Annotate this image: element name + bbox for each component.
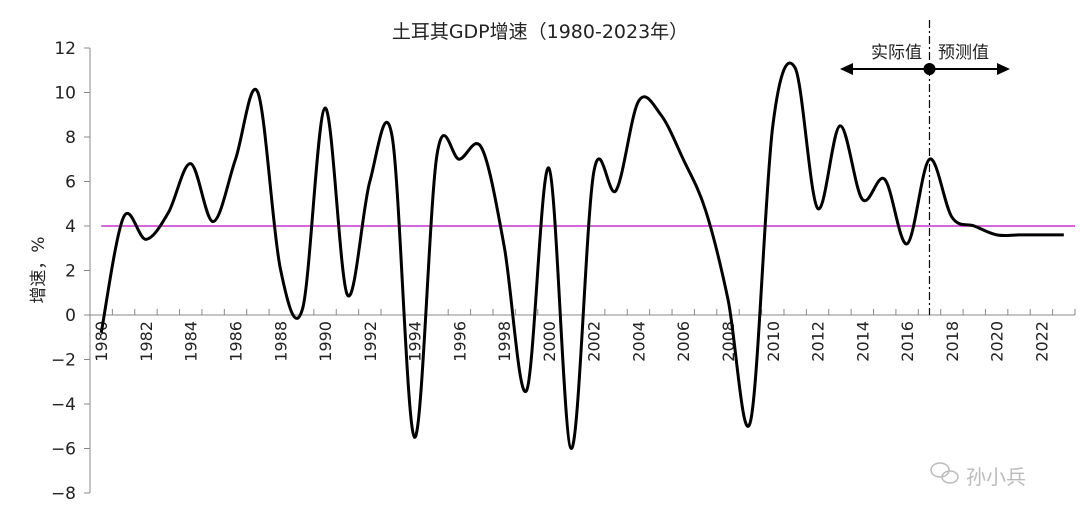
x-tick-label: 2006	[674, 321, 693, 362]
y-tick-label: −6	[51, 440, 76, 460]
x-tick-label: 1988	[271, 321, 290, 362]
x-tick-label: 2014	[853, 321, 872, 362]
x-tick-label: 1986	[227, 321, 246, 362]
y-tick-label: 12	[54, 39, 76, 59]
y-axis: −8 −6 −4 −2 0 2 4 6 8 10 12	[51, 39, 91, 504]
x-tick-label: 1992	[361, 321, 380, 362]
x-tick-label: 2022	[1032, 321, 1051, 362]
y-tick-label: −2	[51, 351, 76, 371]
x-tick-label: 2002	[585, 321, 604, 362]
x-tick-label: 2000	[540, 321, 559, 362]
x-tick-label: 2016	[898, 321, 917, 362]
actual-label: 实际值	[871, 43, 922, 63]
y-tick-label: 10	[54, 84, 76, 104]
y-tick-label: 6	[65, 173, 76, 193]
watermark: 孙小兵	[930, 462, 1026, 489]
x-tick-label: 2010	[764, 321, 783, 362]
watermark-text: 孙小兵	[966, 465, 1026, 489]
divider-dot	[923, 63, 936, 75]
series-group	[99, 61, 1064, 451]
y-tick-label: −4	[51, 395, 76, 415]
arrow-right-icon	[997, 63, 1010, 75]
x-tick-label: 1984	[182, 321, 201, 362]
y-tick-label: −8	[51, 484, 76, 504]
y-tick-label: 4	[65, 217, 76, 237]
y-axis-label: 增速，%	[29, 236, 49, 303]
x-tick-label: 2020	[988, 321, 1007, 362]
chart-title: 土耳其GDP增速（1980-2023年）	[392, 21, 688, 43]
x-tick-label: 2018	[943, 321, 962, 362]
actual-forecast-divider: 实际值 预测值	[840, 20, 1010, 315]
x-tick-label: 1982	[137, 321, 156, 362]
x-tick-label: 1990	[316, 321, 335, 362]
arrow-left-icon	[840, 63, 853, 75]
x-tick-label: 1998	[495, 321, 514, 362]
y-tick-label: 2	[65, 262, 76, 282]
y-tick-label: 0	[65, 306, 76, 326]
x-tick-label: 1980	[92, 321, 111, 362]
wechat-icon	[930, 462, 959, 484]
y-tick-label: 8	[65, 128, 76, 148]
x-tick-label: 2012	[809, 321, 828, 362]
x-tick-label: 2004	[629, 321, 648, 362]
series-line	[99, 61, 1064, 451]
x-tick-label: 1996	[450, 321, 469, 362]
x-tick-label: 1994	[406, 321, 425, 362]
forecast-label: 预测值	[938, 43, 989, 63]
